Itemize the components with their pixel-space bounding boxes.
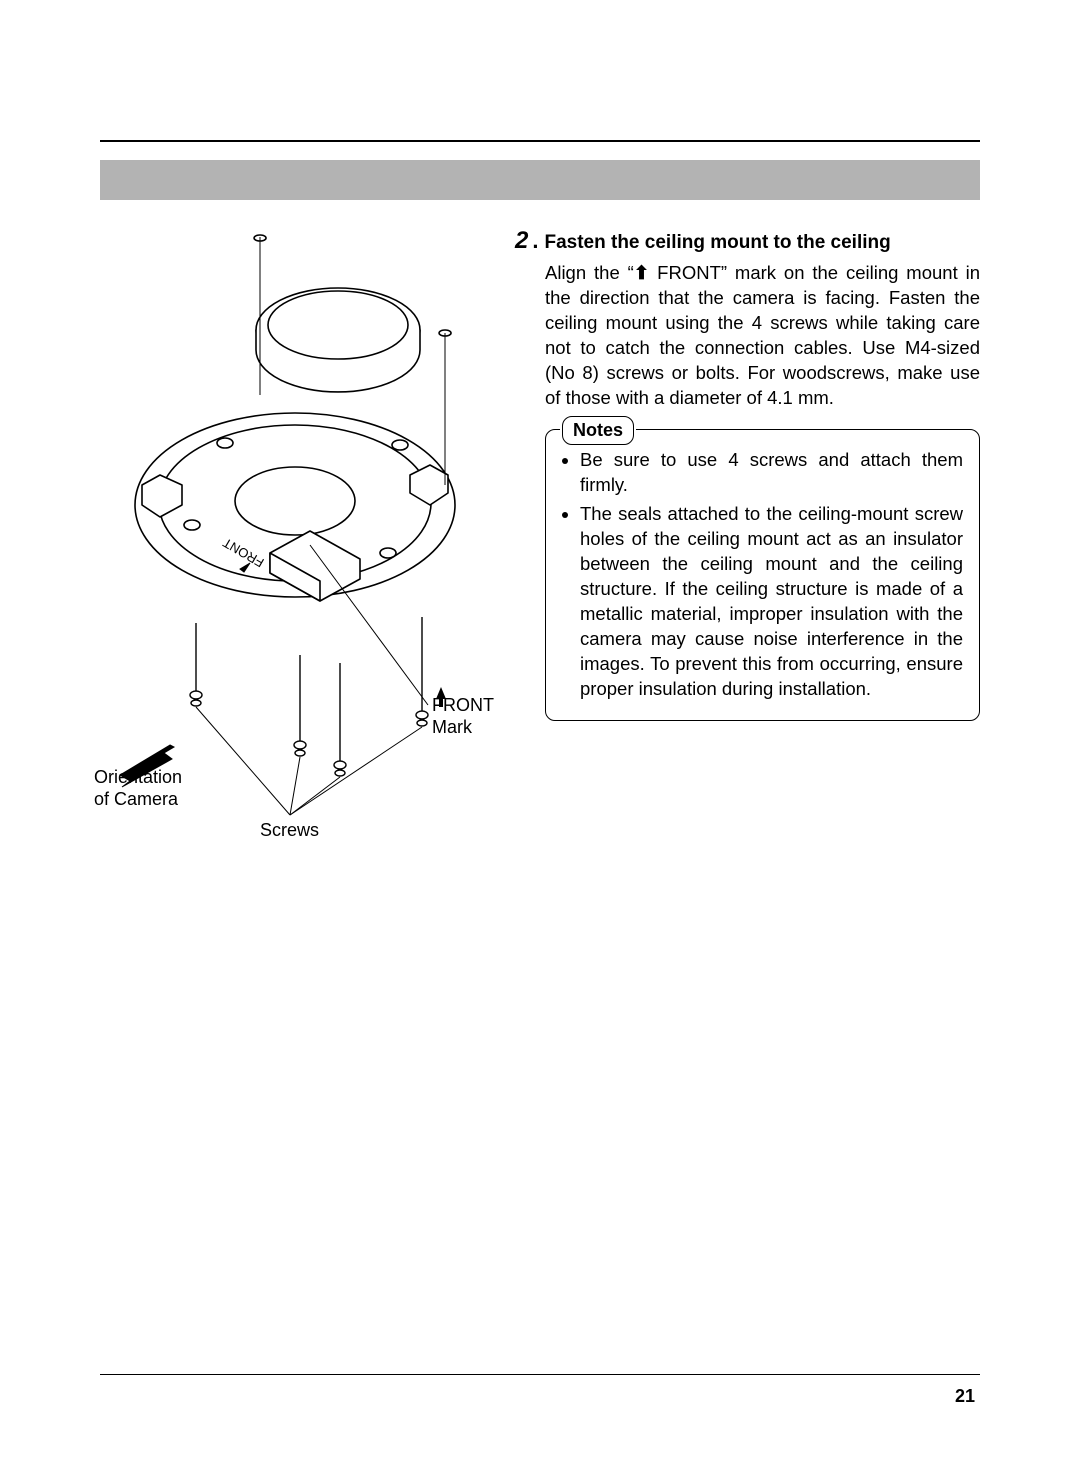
notes-item: Be sure to use 4 screws and attach them … — [580, 448, 963, 498]
gray-header-band — [100, 160, 980, 200]
rule-top — [100, 140, 980, 142]
label-front-mark: FRONT Mark — [432, 695, 512, 738]
label-orientation-line1: Orientation — [94, 767, 182, 787]
label-screws: Screws — [260, 820, 319, 842]
page-content: FRONT — [100, 140, 980, 1375]
notes-label: Notes — [562, 416, 634, 444]
notes-item: The seals attached to the ceiling-mount … — [580, 502, 963, 702]
label-orientation: Orientation of Camera — [94, 767, 214, 810]
step-heading: 2 . Fasten the ceiling mount to the ceil… — [515, 225, 980, 257]
notes-box: Notes Be sure to use 4 screws and attach… — [545, 429, 980, 721]
page-number: 21 — [955, 1386, 975, 1407]
step-body: Align the “⬆ FRONT” mark on the ceiling … — [515, 261, 980, 411]
rule-bottom — [100, 1374, 980, 1375]
ceiling-mount-diagram: FRONT — [100, 225, 490, 825]
notes-label-wrap: Notes — [560, 416, 636, 444]
label-front-line1: FRONT — [432, 695, 494, 715]
label-orientation-line2: of Camera — [94, 789, 178, 809]
text-column: 2 . Fasten the ceiling mount to the ceil… — [495, 225, 980, 825]
step-number: 2 — [515, 225, 528, 257]
label-front-line2: Mark — [432, 717, 472, 737]
diagram-column: FRONT — [100, 225, 495, 825]
two-column-content: FRONT — [100, 225, 980, 825]
step-title: Fasten the ceiling mount to the ceiling — [544, 230, 890, 256]
step-dot: . — [532, 226, 538, 256]
up-arrow-icon: ⬆ — [634, 261, 650, 286]
step-body-pre: Align the “ — [545, 262, 634, 283]
step-body-post: FRONT” mark on the ceiling mount in the … — [545, 262, 980, 408]
notes-list: Be sure to use 4 screws and attach them … — [562, 448, 963, 702]
